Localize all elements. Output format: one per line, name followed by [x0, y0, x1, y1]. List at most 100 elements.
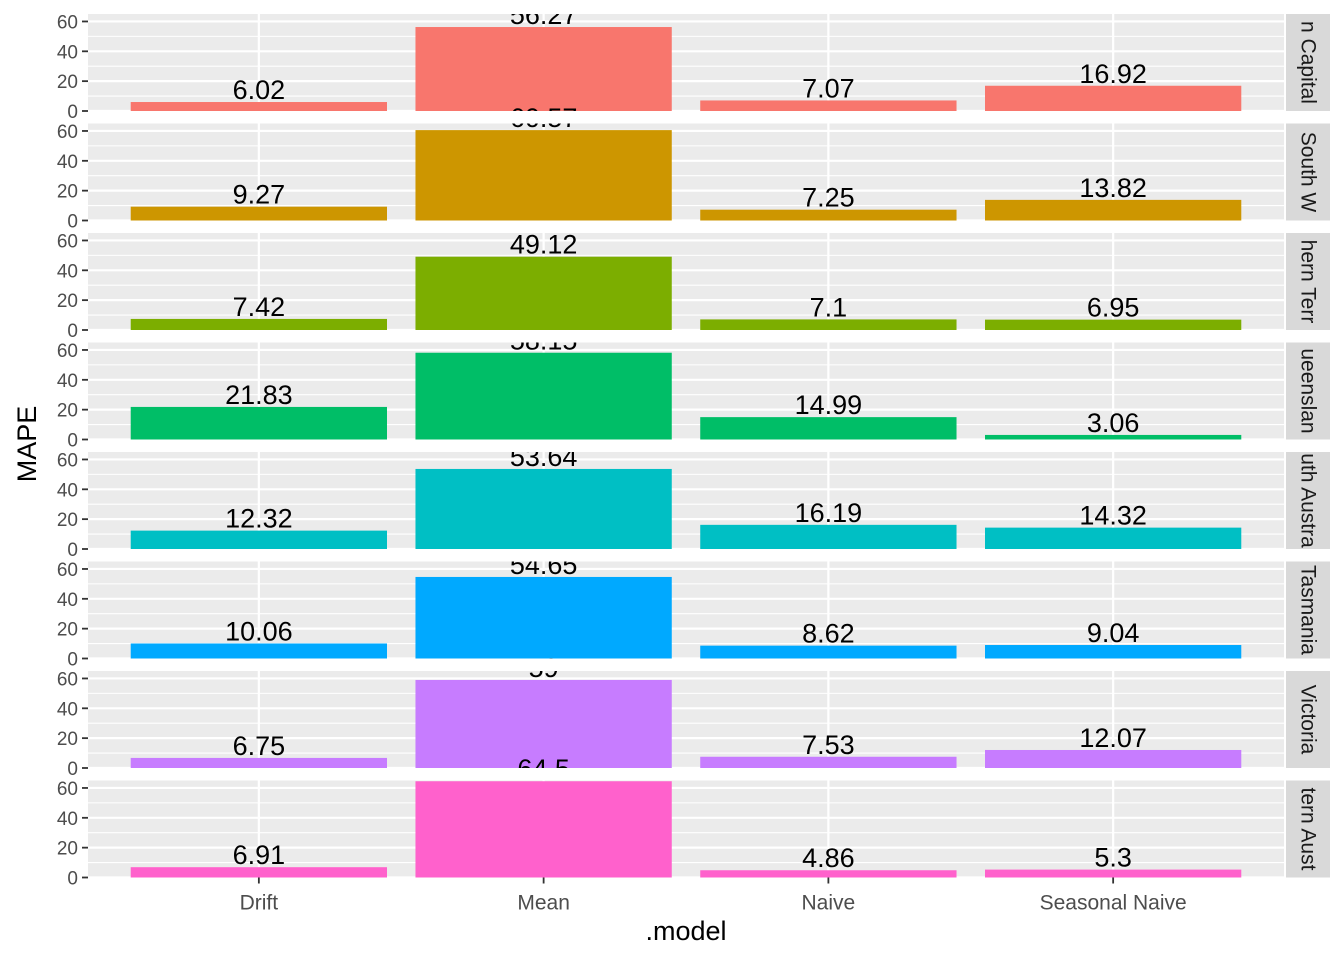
- bar: [700, 870, 957, 878]
- y-tick-label: 60: [57, 12, 78, 33]
- strip-background: [1286, 780, 1330, 878]
- x-tick-label: Seasonal Naive: [1040, 892, 1187, 915]
- x-tick-label: Drift: [240, 892, 279, 915]
- bar: [130, 867, 387, 878]
- x-tick-label: Mean: [517, 892, 570, 915]
- bar: [985, 869, 1242, 878]
- bar: [700, 524, 957, 549]
- bar: [985, 319, 1242, 330]
- bar: [700, 645, 957, 659]
- strip-background: [1286, 671, 1330, 768]
- strip-gap: [1286, 549, 1330, 562]
- strip-label: Victoria: [1297, 685, 1320, 755]
- data-label: 9.04: [1087, 618, 1140, 648]
- x-tick-label: Naive: [802, 892, 856, 915]
- y-tick-label: 60: [57, 779, 78, 800]
- data-label: 4.86: [802, 843, 855, 873]
- bar: [700, 756, 957, 768]
- data-label: 14.32: [1079, 501, 1147, 531]
- data-label: 6.91: [233, 840, 286, 870]
- strip-top-mask: [1286, 0, 1344, 14]
- data-label: 12.07: [1079, 723, 1147, 753]
- strip-label: ueenslan: [1297, 348, 1320, 433]
- bar: [985, 645, 1242, 659]
- y-tick-label: 0: [67, 212, 78, 233]
- panel-background: [88, 233, 1284, 330]
- panel-gap: [88, 220, 1284, 233]
- strip-label: hern Terr: [1297, 240, 1320, 324]
- bar: [985, 199, 1242, 221]
- y-tick-label: 40: [57, 42, 78, 63]
- strip-label: tern Aust: [1297, 788, 1320, 871]
- facet-strip: ueenslan: [1286, 342, 1330, 440]
- strip-gap: [1286, 220, 1330, 233]
- strip-label: n Capital: [1297, 21, 1320, 104]
- panel-gap: [88, 1, 1284, 14]
- bar: [700, 209, 957, 221]
- y-tick-label: 0: [67, 321, 78, 342]
- bar: [130, 406, 387, 440]
- y-tick-label: 0: [67, 650, 78, 671]
- data-label: 7.42: [233, 292, 286, 322]
- bar: [700, 319, 957, 330]
- y-axis-title: MAPE: [12, 406, 42, 483]
- panel-background: [88, 561, 1284, 659]
- data-label: 21.83: [225, 380, 293, 410]
- bar: [415, 679, 672, 768]
- panel-gap: [88, 549, 1284, 562]
- y-tick-label: 20: [57, 72, 78, 93]
- y-tick-label: 40: [57, 371, 78, 392]
- facet-strip: hern Terr: [1286, 233, 1330, 330]
- data-label: 16.19: [795, 498, 863, 528]
- y-tick-label: 20: [57, 401, 78, 422]
- strip-background: [1286, 123, 1330, 221]
- data-label: 14.99: [795, 390, 863, 420]
- data-label: 7.07: [802, 73, 855, 103]
- facet-strip: tern Aust: [1286, 780, 1330, 878]
- data-label: 6.02: [233, 75, 286, 105]
- bar: [415, 781, 672, 878]
- y-tick-label: 20: [57, 839, 78, 860]
- y-tick-label: 0: [67, 869, 78, 890]
- y-tick-label: 40: [57, 261, 78, 282]
- y-tick-label: 40: [57, 809, 78, 830]
- facet-strip: Tasmania: [1286, 561, 1330, 659]
- strip-gap: [1286, 768, 1330, 781]
- strip-background: [1286, 342, 1330, 440]
- data-label: 3.06: [1087, 408, 1140, 438]
- y-tick-label: 60: [57, 450, 78, 471]
- bar: [415, 352, 672, 440]
- panel-gap: [88, 658, 1284, 671]
- facet-strip: South W: [1286, 123, 1330, 221]
- bar: [130, 102, 387, 111]
- bar: [985, 85, 1242, 111]
- y-tick-label: 60: [57, 122, 78, 143]
- data-label: 49.12: [510, 230, 578, 260]
- bar: [985, 527, 1242, 549]
- bar: [985, 434, 1242, 440]
- y-tick-label: 20: [57, 729, 78, 750]
- bar: [415, 468, 672, 549]
- strip-background: [1286, 452, 1330, 549]
- y-tick-label: 20: [57, 182, 78, 203]
- y-tick-label: 0: [67, 540, 78, 561]
- y-tick-label: 0: [67, 759, 78, 780]
- strip-label: Tasmania: [1297, 565, 1320, 655]
- strip-gap: [1286, 439, 1330, 452]
- data-label: 10.06: [225, 616, 293, 646]
- strip-background: [1286, 561, 1330, 659]
- data-label: 6.95: [1087, 293, 1140, 323]
- panel-gap: [88, 111, 1284, 124]
- panel-gap: [88, 330, 1284, 343]
- y-tick-label: 0: [67, 102, 78, 123]
- bar-group: 7.42 49.12 7.1 6.95: [130, 230, 1242, 330]
